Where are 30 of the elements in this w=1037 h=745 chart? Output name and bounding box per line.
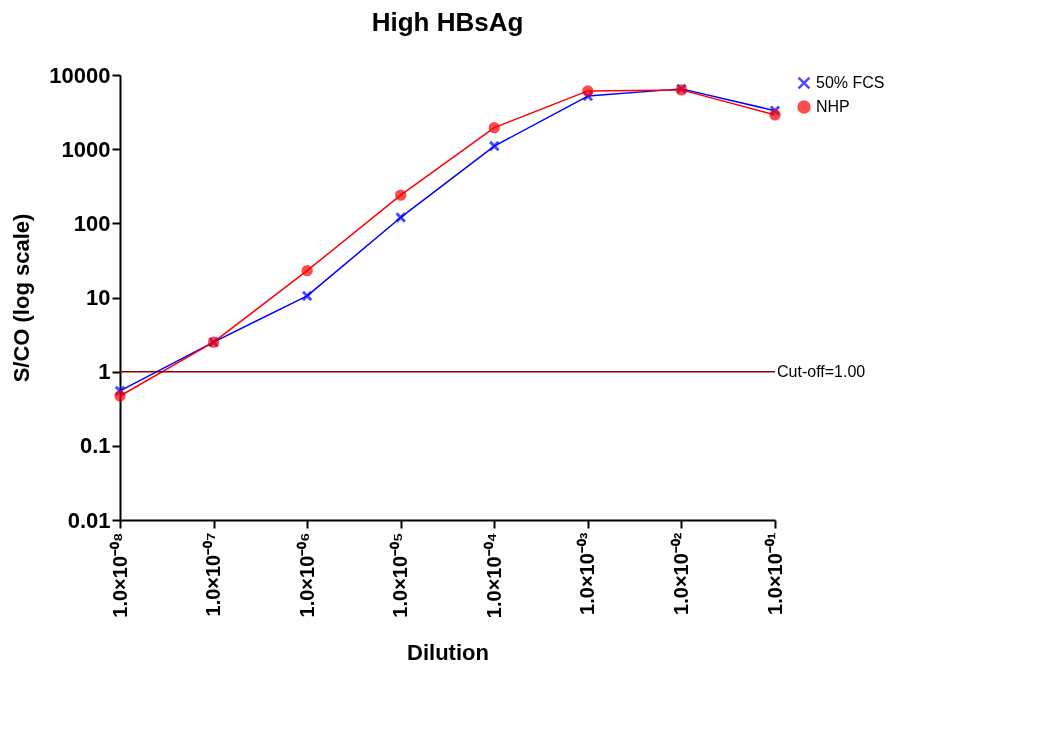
point [769,109,781,121]
legend-label: 50% FCS [816,74,885,91]
x-axis-title: Dilution [407,640,489,666]
point [488,140,500,152]
point [582,85,594,97]
x-tick-label: 1.0×10⁻⁰³ [576,532,599,615]
y-tick-label: 1000 [61,136,111,162]
x-tick-label: 1.0×10⁻⁰⁴ [482,532,505,619]
x-tick-label: 1.0×10⁻⁰⁷ [202,532,225,617]
point [301,265,313,277]
point [488,121,500,134]
point [301,290,313,302]
point [395,211,407,224]
point [395,189,407,201]
y-tick-label: 10000 [49,62,111,88]
ref-line-label: Cut-off=1.00 [777,362,866,380]
x-tick-label: 1.0×10⁻⁰⁸ [108,532,131,618]
chart-title: High HBsAg [371,7,524,37]
y-tick-label: 1 [98,359,111,385]
x-tick-label: 1.0×10⁻⁰⁵ [389,532,412,618]
y-tick-label: 10 [86,285,111,310]
x-tick-label: 1.0×10⁻⁰² [669,532,692,615]
x-tick-label: 1.0×10⁻⁰¹ [763,532,786,615]
y-tick-label: 0.01 [67,507,111,533]
legend-label: NHP [816,98,850,115]
point [114,390,126,402]
y-axis-title: S/CO (log scale) [9,213,35,383]
y-tick-label: 0.1 [79,433,111,459]
x-tick-label: 1.0×10⁻⁰⁶ [295,532,318,618]
y-tick-label: 100 [73,210,111,236]
